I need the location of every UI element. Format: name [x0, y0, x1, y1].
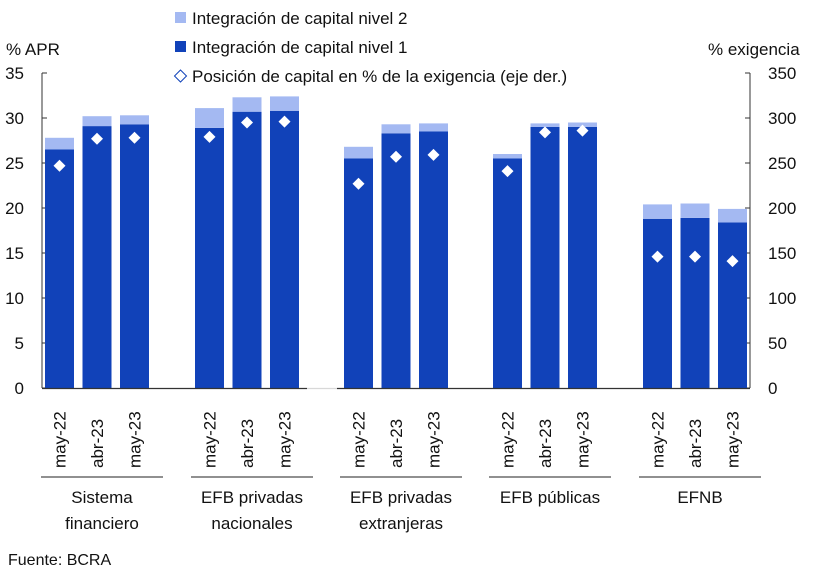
- bar-nivel-1: [344, 158, 373, 388]
- right-axis: 0 50 100 150 200 250 300 350: [745, 64, 796, 398]
- bar-nivel-2: [120, 115, 149, 125]
- diamond-posicion-capital: [539, 126, 551, 139]
- category-label: may-22: [499, 411, 518, 468]
- diamond-posicion-capital: [241, 116, 253, 129]
- bar-nivel-2: [270, 96, 299, 111]
- category-label: abr-23: [536, 419, 555, 468]
- bar-nivel-1: [195, 127, 224, 389]
- bar-nivel-2: [195, 108, 224, 128]
- bars: [45, 96, 747, 389]
- x-axis: may-22 abr-23 may-23 Sistema financiero may-2…: [41, 387, 761, 533]
- bar-nivel-1: [643, 218, 672, 388]
- diamond-posicion-capital: [689, 250, 701, 263]
- diamonds: [53, 115, 739, 268]
- category-label: may-22: [350, 411, 369, 468]
- bar-nivel-1: [45, 149, 74, 388]
- bar-nivel-2: [45, 137, 74, 150]
- group-label: EFB privadas: [201, 488, 303, 507]
- bar-nivel-2: [718, 208, 747, 223]
- diamond-posicion-capital: [352, 177, 365, 190]
- bar-nivel-2: [344, 146, 373, 159]
- bar-nivel-2: [643, 204, 672, 219]
- diamond-posicion-capital: [390, 150, 402, 163]
- diamond-posicion-capital: [278, 115, 291, 128]
- category-label: may-22: [51, 411, 70, 468]
- bar-nivel-1: [493, 158, 522, 388]
- bar-nivel-2: [232, 97, 262, 112]
- right-tick-label: 150: [768, 244, 796, 263]
- bar-nivel-2: [419, 123, 448, 132]
- diamond-posicion-capital: [203, 130, 216, 143]
- right-tick-label: 200: [768, 199, 796, 218]
- left-axis: 0 5 10 15 20 25 30 35: [5, 64, 47, 398]
- bar-nivel-1: [718, 222, 747, 388]
- source-note: Fuente: BCRA: [8, 552, 112, 569]
- diamond-posicion-capital: [53, 159, 66, 172]
- category-label: may-23: [126, 411, 145, 468]
- diamond-posicion-capital: [576, 124, 589, 137]
- left-tick-label: 25: [5, 154, 24, 173]
- left-tick-label: 5: [15, 334, 24, 353]
- category-label: abr-23: [387, 419, 406, 468]
- right-tick-label: 50: [768, 334, 787, 353]
- category-label: may-23: [276, 411, 295, 468]
- left-tick-label: 10: [5, 289, 24, 308]
- bar-nivel-1: [419, 131, 448, 388]
- left-tick-label: 35: [5, 64, 24, 83]
- bar-nivel-1: [680, 217, 710, 388]
- bar-nivel-1: [120, 124, 149, 389]
- bar-nivel-1: [270, 110, 299, 389]
- right-axis-label: % exigencia: [708, 40, 800, 59]
- bar-nivel-1: [82, 126, 112, 388]
- bar-nivel-1: [568, 127, 597, 388]
- category-label: abr-23: [238, 419, 257, 468]
- group-label: nacionales: [211, 514, 292, 533]
- diamond-posicion-capital: [128, 131, 141, 144]
- group-label: EFB públicas: [500, 488, 600, 507]
- bar-nivel-1: [232, 111, 262, 388]
- legend-swatch: [175, 12, 186, 23]
- diamond-posicion-capital: [427, 148, 440, 161]
- bar-nivel-2: [493, 154, 522, 159]
- category-label: may-23: [425, 411, 444, 468]
- legend-label: Posición de capital en % de la exigencia…: [192, 67, 567, 86]
- right-tick-label: 0: [768, 379, 777, 398]
- legend-label: Integración de capital nivel 2: [192, 9, 407, 28]
- legend-label: Integración de capital nivel 1: [192, 38, 407, 57]
- bar-nivel-2: [381, 124, 411, 134]
- legend-swatch: [175, 41, 186, 52]
- bar-nivel-1: [381, 133, 411, 388]
- left-tick-label: 15: [5, 244, 24, 263]
- bar-nivel-2: [680, 203, 710, 218]
- left-tick-label: 30: [5, 109, 24, 128]
- legend-diamond-icon: [173, 69, 188, 83]
- group-label: financiero: [65, 514, 139, 533]
- diamond-posicion-capital: [651, 250, 664, 263]
- bar-nivel-2: [530, 123, 560, 127]
- category-label: may-23: [574, 411, 593, 468]
- category-label: abr-23: [686, 419, 705, 468]
- category-label: may-23: [724, 411, 743, 468]
- category-label: may-22: [201, 411, 220, 468]
- diamond-posicion-capital: [91, 132, 103, 145]
- category-label: may-22: [649, 411, 668, 468]
- right-tick-label: 250: [768, 154, 796, 173]
- group-label: extranjeras: [359, 514, 443, 533]
- bar-nivel-2: [82, 116, 112, 127]
- group-label: Sistema: [71, 488, 133, 507]
- right-tick-label: 350: [768, 64, 796, 83]
- category-label: abr-23: [88, 419, 107, 468]
- left-tick-label: 0: [15, 379, 24, 398]
- group-label: EFB privadas: [350, 488, 452, 507]
- left-tick-label: 20: [5, 199, 24, 218]
- right-tick-label: 100: [768, 289, 796, 308]
- bar-nivel-1: [530, 127, 560, 388]
- legend: Integración de capital nivel 2 Integració…: [173, 9, 567, 86]
- right-tick-label: 300: [768, 109, 796, 128]
- diamond-posicion-capital: [501, 165, 514, 178]
- diamond-posicion-capital: [726, 255, 739, 268]
- group-label: EFNB: [677, 488, 722, 507]
- left-axis-label: % APR: [6, 40, 60, 59]
